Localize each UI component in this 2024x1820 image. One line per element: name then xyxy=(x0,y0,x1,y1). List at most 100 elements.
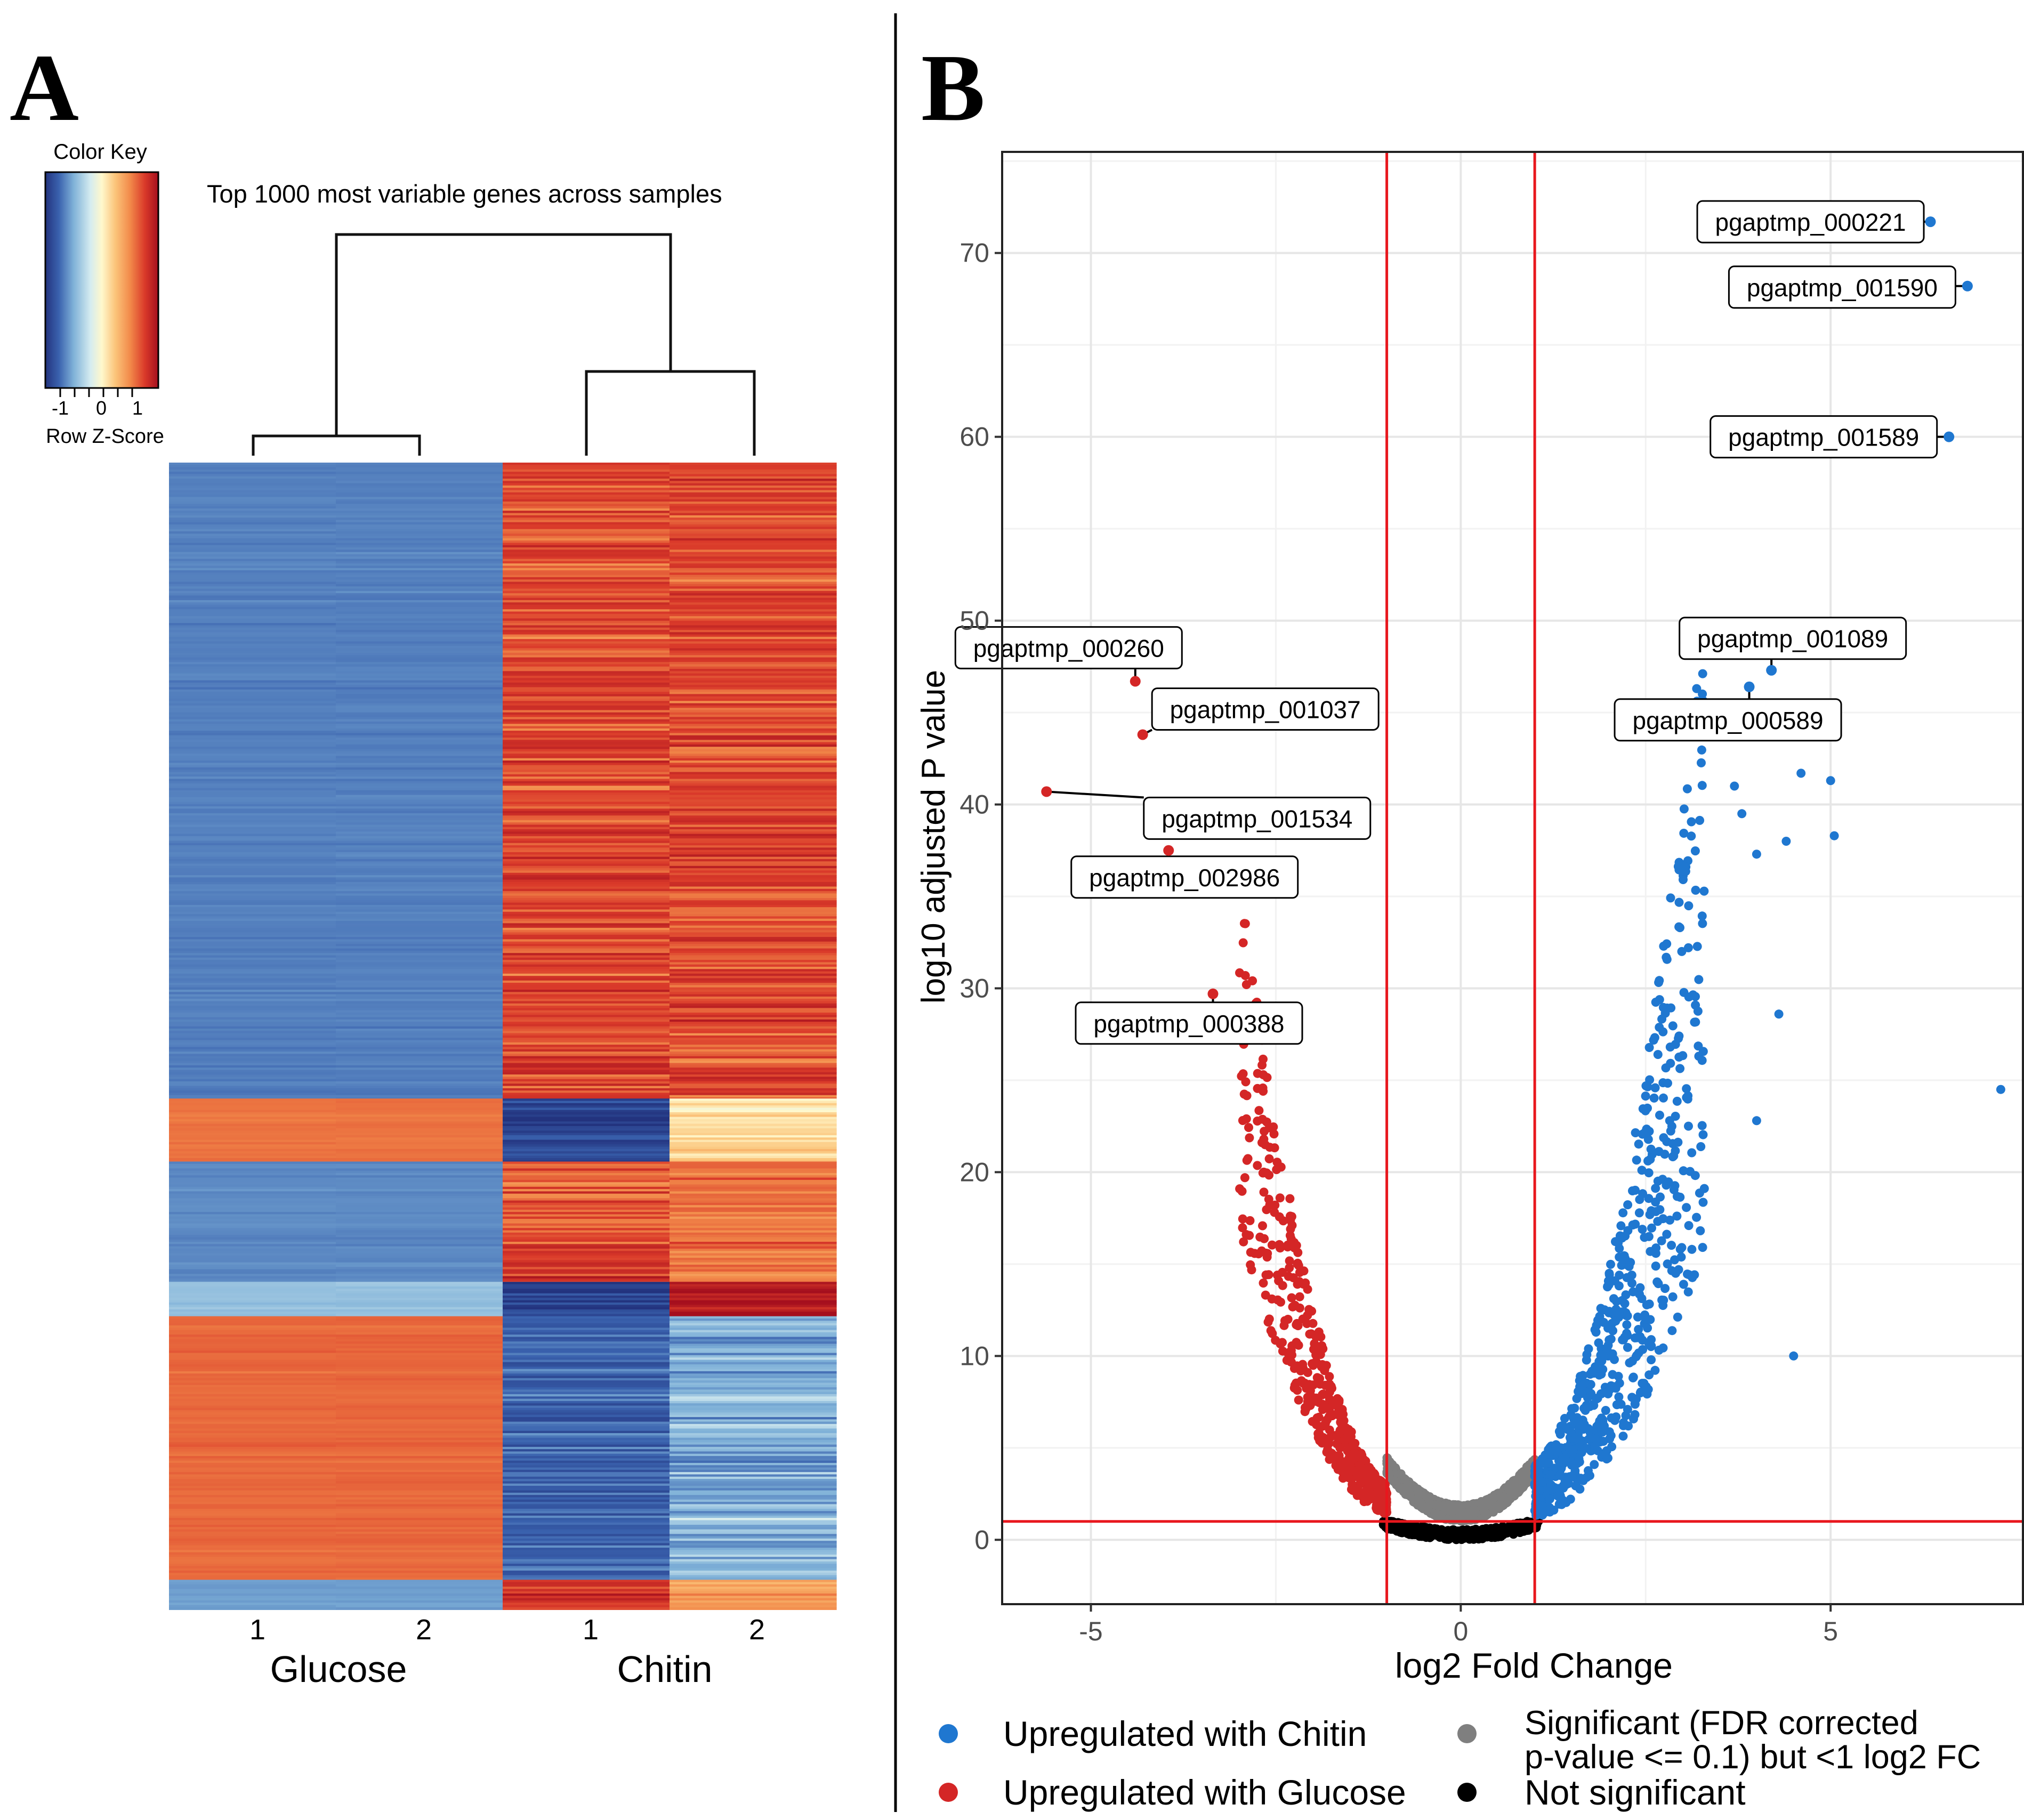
heatmap-cell xyxy=(336,1476,503,1479)
data-point xyxy=(1621,1290,1631,1300)
heatmap-cell xyxy=(169,1253,336,1256)
heatmap-cell xyxy=(503,1458,670,1461)
heatmap-cell xyxy=(503,721,670,724)
data-point xyxy=(1274,1276,1284,1285)
heatmap-cell xyxy=(169,948,336,951)
heatmap-cell xyxy=(503,1289,670,1292)
heatmap-cell xyxy=(670,960,837,963)
heatmap-cell xyxy=(336,1101,503,1104)
heatmap-cell xyxy=(336,639,503,642)
heatmap-cell xyxy=(169,1339,336,1342)
data-point xyxy=(1253,1083,1262,1093)
heatmap-cell xyxy=(336,1506,503,1509)
heatmap-cell xyxy=(169,1262,336,1265)
heatmap-cell xyxy=(169,918,336,921)
heatmap-cell xyxy=(670,1479,837,1482)
heatmap-cell xyxy=(670,652,837,656)
heatmap-cell xyxy=(670,1394,837,1397)
heatmap-cell xyxy=(670,884,837,887)
heatmap-cell xyxy=(169,703,336,706)
heatmap-cell xyxy=(503,1088,670,1091)
heatmap-cell xyxy=(503,1460,670,1463)
heatmap-cell xyxy=(169,1126,336,1129)
heatmap-cell xyxy=(503,529,670,532)
heatmap-cell xyxy=(503,1373,670,1377)
x-axis-title: log2 Fold Change xyxy=(1395,1646,1673,1685)
heatmap-cell xyxy=(670,1107,837,1111)
heatmap-cell xyxy=(670,1355,837,1358)
data-point xyxy=(1560,1414,1569,1423)
heatmap-cell xyxy=(169,1170,336,1174)
heatmap-cell xyxy=(670,1607,837,1610)
heatmap-cell xyxy=(169,547,336,551)
heatmap-cell xyxy=(336,1392,503,1395)
heatmap-cell xyxy=(670,1093,837,1096)
heatmap-cell xyxy=(169,597,336,601)
heatmap-cell xyxy=(503,520,670,523)
heatmap-cell xyxy=(336,726,503,729)
heatmap-cell xyxy=(670,1163,837,1167)
heatmap-cell xyxy=(503,1398,670,1402)
heatmap-cell xyxy=(670,1389,837,1393)
data-point xyxy=(1278,1346,1287,1356)
heatmap-cell xyxy=(503,1396,670,1400)
heatmap-cell xyxy=(336,944,503,947)
heatmap-cell xyxy=(503,1293,670,1296)
heatmap-cell xyxy=(336,1286,503,1289)
heatmap-cell xyxy=(169,570,336,573)
heatmap-cell xyxy=(670,754,837,757)
data-point xyxy=(1651,998,1660,1007)
heatmap-cell xyxy=(336,973,503,976)
heatmap-cell xyxy=(169,1408,336,1411)
heatmap-cell xyxy=(503,703,670,706)
heatmap-cell xyxy=(336,1437,503,1441)
heatmap-cell xyxy=(670,618,837,621)
data-point xyxy=(1575,1435,1584,1444)
heatmap-cell xyxy=(670,1036,837,1039)
heatmap-cell xyxy=(169,1103,336,1106)
heatmap-cell xyxy=(169,1485,336,1489)
point-label: pgaptmp_001037 xyxy=(1170,695,1361,723)
heatmap-cell xyxy=(670,788,837,791)
data-point xyxy=(1687,1244,1697,1254)
heatmap-cell xyxy=(169,1079,336,1082)
heatmap-cell xyxy=(670,1095,837,1098)
heatmap-cell xyxy=(670,1051,837,1055)
heatmap-cell xyxy=(336,511,503,514)
heatmap-cell xyxy=(670,593,837,596)
heatmap-cell xyxy=(670,465,837,468)
heatmap-cell xyxy=(503,1255,670,1258)
data-point xyxy=(1272,1158,1282,1167)
heatmap-cell xyxy=(336,1401,503,1404)
data-point xyxy=(1375,1484,1385,1494)
heatmap-cell xyxy=(670,1408,837,1411)
heatmap-cell xyxy=(336,632,503,635)
heatmap-cell xyxy=(670,685,837,688)
data-point xyxy=(1697,758,1706,767)
heatmap-cell xyxy=(503,1173,670,1176)
heatmap-cell xyxy=(336,1179,503,1183)
data-point xyxy=(1465,1534,1474,1544)
heatmap-cell xyxy=(503,840,670,844)
heatmap-cell xyxy=(670,1282,837,1285)
data-point xyxy=(1269,1129,1279,1139)
heatmap-cell xyxy=(670,783,837,787)
heatmap-cell xyxy=(503,490,670,493)
heatmap-cell xyxy=(336,1051,503,1055)
heatmap-cell xyxy=(503,756,670,759)
heatmap-cell xyxy=(670,625,837,628)
heatmap-cell xyxy=(336,1469,503,1473)
heatmap-cell xyxy=(670,999,837,1002)
heatmap-cell xyxy=(169,937,336,940)
heatmap-cell xyxy=(503,659,670,662)
heatmap-cell xyxy=(503,1155,670,1159)
heatmap-cell xyxy=(503,1054,670,1057)
heatmap-cell xyxy=(503,1271,670,1274)
heatmap-cell xyxy=(169,659,336,662)
heatmap-cell xyxy=(503,565,670,569)
heatmap-cell xyxy=(169,1499,336,1502)
heatmap-cell xyxy=(670,1065,837,1068)
heatmap-cell xyxy=(503,779,670,782)
heatmap-cell xyxy=(169,1337,336,1340)
data-point xyxy=(1325,1394,1334,1404)
